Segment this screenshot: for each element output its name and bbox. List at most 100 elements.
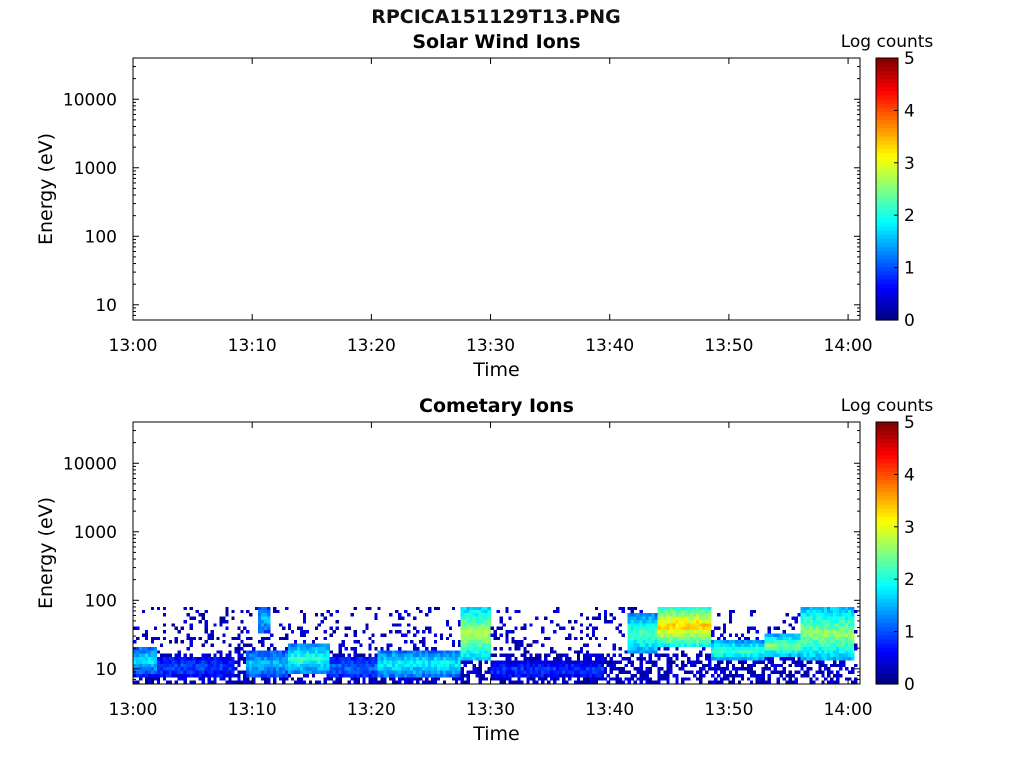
spectrogram-cell: [171, 657, 175, 661]
colorbar-segment: [876, 536, 898, 542]
spectrogram-cell: [183, 670, 187, 674]
spectrogram-cell: [779, 643, 783, 647]
spectrogram-cell: [761, 667, 765, 671]
spectrogram-cell: [830, 626, 834, 631]
spectrogram-cell: [651, 633, 655, 637]
spectrogram-cell: [439, 653, 444, 657]
spectrogram-cell: [398, 667, 402, 671]
spectrogram-cell: [639, 657, 643, 661]
spectrogram-cell: [803, 630, 807, 634]
spectrogram-cell: [317, 643, 321, 647]
spectrogram-cell: [559, 626, 563, 631]
spectrogram-cell: [323, 653, 327, 657]
spectrogram-cell: [690, 633, 694, 637]
spectrogram-cell: [633, 643, 637, 647]
spectrogram-cell: [827, 653, 831, 657]
spectrogram-cell: [183, 673, 187, 678]
spectrogram-cell: [323, 643, 327, 647]
spectrogram-cell: [752, 643, 756, 647]
spectrogram-cell: [752, 646, 756, 651]
spectrogram-cell: [708, 633, 712, 637]
spectrogram-cell: [806, 640, 810, 644]
colorbar-segment: [876, 283, 898, 288]
spectrogram-cell: [603, 667, 608, 671]
spectrogram-cell: [425, 680, 429, 684]
colorbar-segment: [876, 528, 898, 534]
y-tick-label: 100: [85, 227, 117, 247]
spectrogram-cell: [460, 613, 464, 617]
spectrogram-cell: [666, 673, 670, 678]
spectrogram-cell: [141, 646, 146, 651]
spectrogram-cell: [734, 646, 739, 651]
spectrogram-cell: [776, 653, 780, 657]
spectrogram-cell: [717, 663, 721, 668]
spectrogram-cell: [618, 660, 622, 664]
spectrogram-cell: [711, 633, 715, 637]
spectrogram-cell: [395, 660, 399, 664]
spectrogram-cell: [356, 680, 360, 684]
spectrogram-cell: [848, 606, 852, 610]
spectrogram-cell: [478, 619, 482, 624]
spectrogram-cell: [433, 657, 438, 661]
spectrogram-cell: [851, 626, 855, 631]
y-tick-label: 10: [95, 296, 117, 316]
spectrogram-cell: [177, 653, 181, 657]
spectrogram-cell: [326, 643, 330, 647]
spectrogram-cell: [392, 653, 396, 657]
spectrogram-cell: [401, 677, 405, 681]
spectrogram-cell: [395, 657, 399, 661]
spectrogram-cell: [714, 680, 718, 684]
spectrogram-cell: [597, 670, 602, 674]
spectrogram-cell: [755, 630, 759, 634]
spectrogram-cell: [207, 667, 211, 671]
spectrogram-cell: [305, 670, 310, 674]
spectrogram-cell: [407, 670, 411, 674]
spectrogram-cell: [648, 667, 652, 671]
spectrogram-cell: [639, 653, 643, 657]
spectrogram-cell: [246, 660, 250, 664]
spectrogram-cell: [827, 657, 831, 661]
y-tick-label: 10000: [63, 454, 117, 474]
spectrogram-cell: [794, 640, 798, 644]
spectrogram-cell: [475, 609, 479, 614]
spectrogram-cell: [648, 623, 652, 627]
spectrogram-cell: [133, 653, 137, 657]
spectrogram-cell: [830, 643, 834, 647]
spectrogram-cell: [690, 660, 694, 664]
spectrogram-cell: [722, 677, 727, 681]
spectrogram-cell: [520, 680, 524, 684]
colorbar-segment: [876, 565, 898, 570]
spectrogram-cell: [755, 646, 759, 651]
spectrogram-cell: [803, 653, 807, 657]
spectrogram-cell: [675, 636, 679, 641]
spectrogram-cell: [809, 619, 813, 624]
spectrogram-cell: [338, 646, 342, 651]
spectrogram-cell: [743, 657, 748, 661]
spectrogram-cell: [612, 646, 616, 651]
spectrogram-cell: [755, 680, 759, 684]
spectrogram-cell: [159, 663, 164, 668]
spectrogram-cell: [428, 650, 432, 654]
spectrogram-cell: [478, 636, 482, 641]
spectrogram-cell: [800, 646, 804, 651]
spectrogram-cell: [612, 643, 616, 647]
spectrogram-cell: [714, 657, 718, 661]
spectrogram-cell: [648, 646, 652, 651]
spectrogram-cell: [454, 660, 459, 664]
spectrogram-cell: [600, 660, 605, 664]
spectrogram-cell: [636, 636, 640, 641]
spectrogram-cell: [171, 623, 175, 627]
spectrogram-cell: [398, 670, 402, 674]
spectrogram-cell: [311, 640, 316, 644]
spectrogram-cell: [305, 653, 310, 657]
spectrogram-cell: [487, 623, 491, 627]
spectrogram-cell: [565, 636, 569, 641]
spectrogram-cell: [469, 619, 473, 624]
spectrogram-cell: [797, 663, 801, 668]
spectrogram-cell: [168, 680, 173, 684]
spectrogram-cell: [708, 613, 712, 617]
spectrogram-cell: [293, 663, 298, 668]
spectrogram-cell: [833, 643, 837, 647]
colorbar-segment: [876, 507, 898, 513]
colorbar-segment: [876, 438, 898, 444]
